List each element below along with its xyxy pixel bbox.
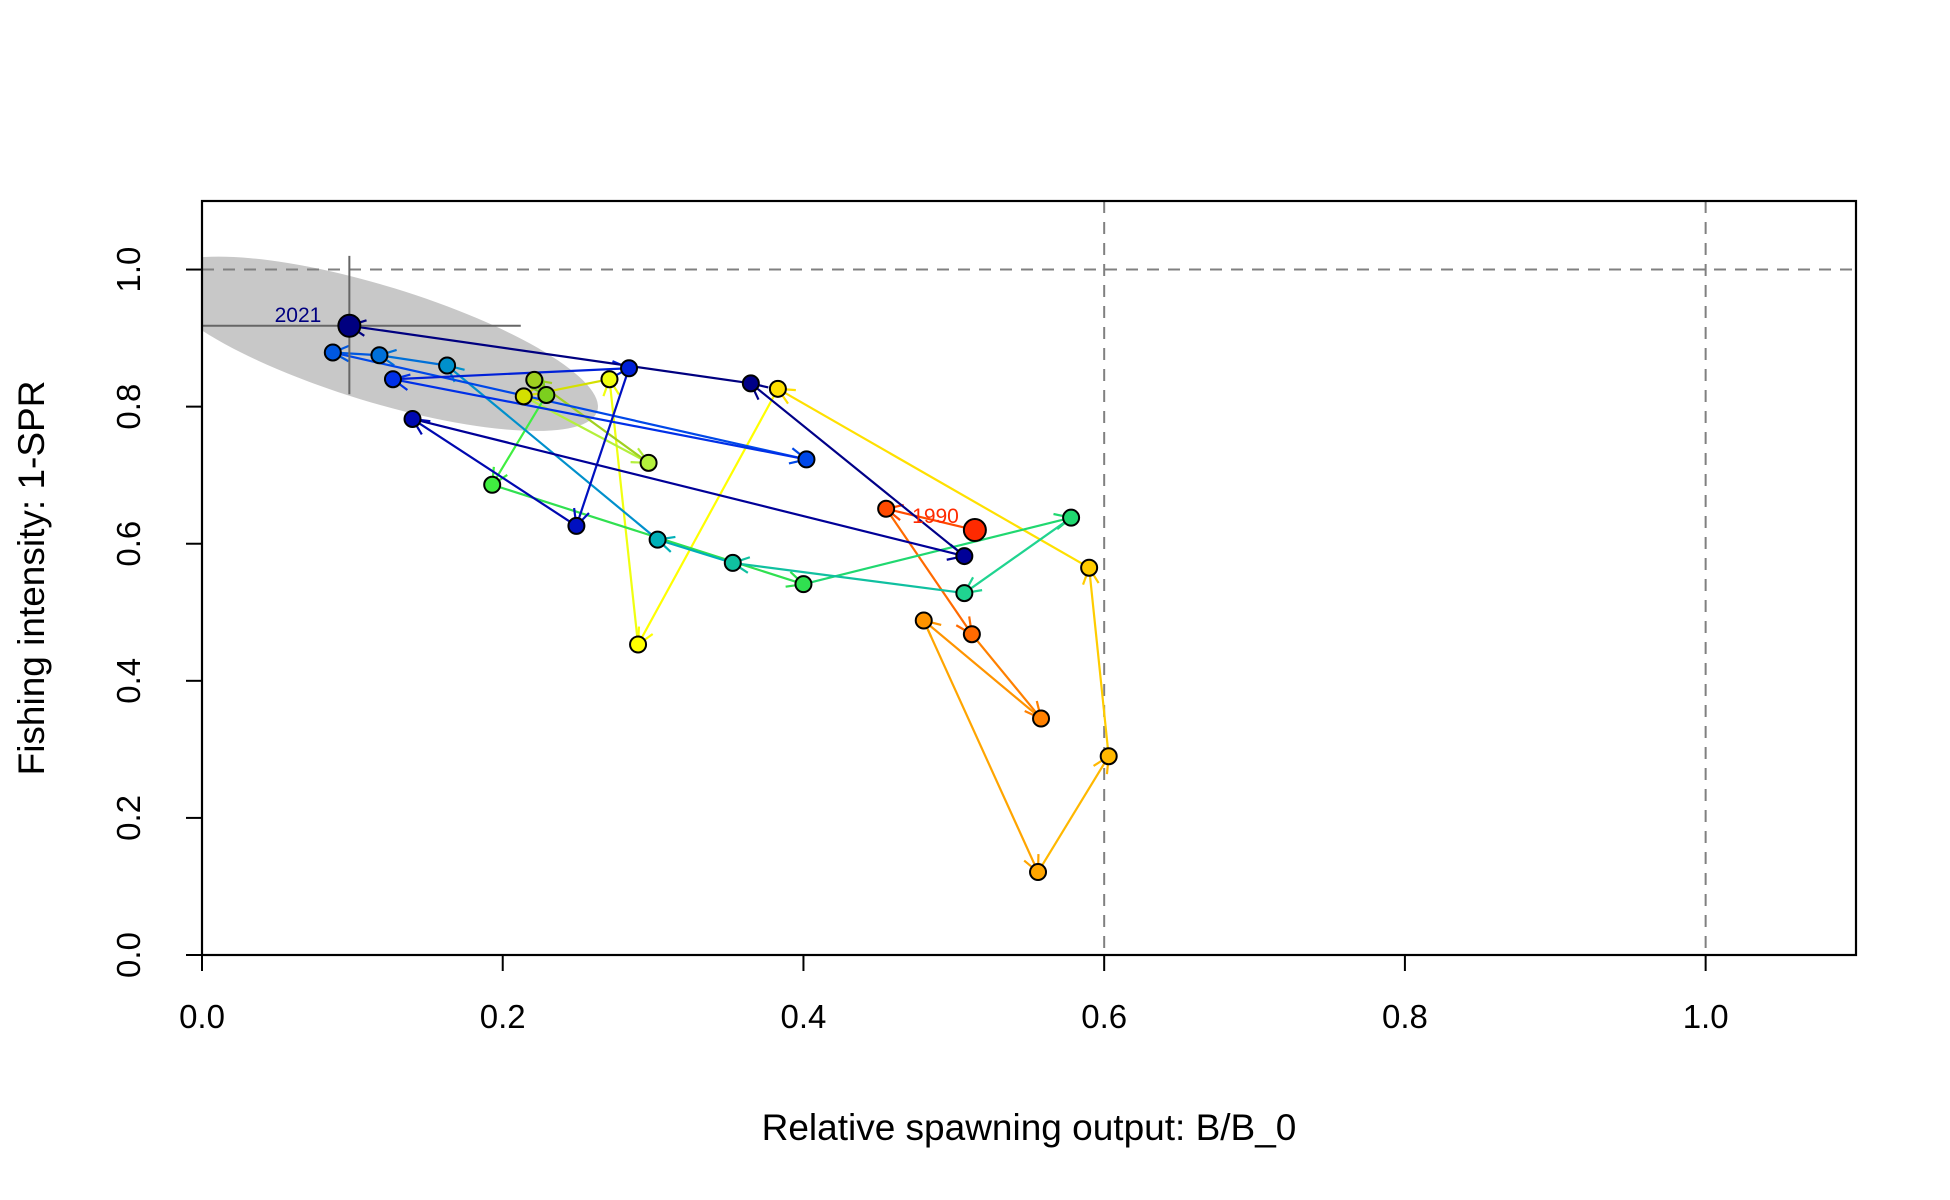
end-year-point [337, 313, 362, 338]
trajectory-segment [963, 516, 1072, 594]
trajectory-segment [491, 483, 804, 586]
trajectory-segment [575, 367, 631, 527]
end-year-label: 2021 [275, 304, 322, 327]
trajectory-point [567, 516, 586, 535]
trajectory-point [537, 385, 556, 404]
trajectory-point [962, 625, 981, 644]
year-labels: 1990 2021 [275, 304, 959, 528]
trajectory-arrows [330, 319, 1111, 875]
trajectory-point [1029, 863, 1048, 882]
trajectory-point [955, 584, 974, 603]
trajectory-segment [750, 382, 966, 557]
trajectory-segment [349, 324, 751, 385]
trajectory-segment [412, 417, 965, 558]
x-tick-label: 1.0 [1683, 998, 1729, 1035]
trajectory-segment [803, 516, 1072, 586]
trajectory-point [794, 575, 813, 594]
trajectory-segment [657, 538, 734, 564]
start-year-label: 1990 [912, 505, 959, 528]
y-tick-label: 0.2 [110, 795, 147, 841]
trajectory-segment [1037, 755, 1110, 873]
trajectory-segment [411, 418, 578, 527]
trajectory-point [914, 611, 933, 630]
trajectory-point [955, 547, 974, 566]
x-tick-label: 0.2 [480, 998, 526, 1035]
trajectory-point [403, 409, 422, 428]
trajectory-point [383, 370, 402, 389]
trajectory-point [525, 370, 544, 389]
x-tick-label: 0.0 [179, 998, 225, 1035]
trajectory-segment [332, 351, 807, 461]
trajectory-segment [971, 633, 1042, 720]
trajectory-segment [637, 388, 779, 646]
x-tick-label: 0.8 [1382, 998, 1428, 1035]
trajectory-point [1032, 709, 1051, 728]
trajectory-segment [491, 394, 548, 486]
trajectory-segment [392, 367, 630, 381]
trajectory-point [514, 387, 533, 406]
trajectory-segment [885, 507, 976, 532]
trajectory-point [629, 635, 648, 654]
x-axis: 0.0 0.2 0.4 0.6 0.8 1.0 [179, 954, 1729, 1035]
x-axis-label: Relative spawning output: B/B_0 [762, 1107, 1297, 1148]
trajectory-point [323, 343, 342, 362]
trajectory-point [1099, 747, 1118, 766]
trajectory-point [483, 475, 502, 494]
trajectory-point [797, 450, 816, 469]
trajectory-segment [446, 364, 659, 541]
y-tick-label: 1.0 [110, 247, 147, 293]
trajectory-segment [885, 508, 973, 635]
reference-lines [202, 201, 1856, 955]
trajectory-point [768, 379, 787, 398]
y-axis-label: Fishing intensity: 1-SPR [11, 381, 52, 776]
trajectory-point [370, 346, 389, 365]
trajectory-segment [379, 354, 448, 367]
trajectory-segment [922, 620, 1040, 873]
x-tick-label: 0.6 [1081, 998, 1127, 1035]
y-tick-label: 0.0 [110, 932, 147, 978]
trajectory-segment [777, 387, 1090, 569]
start-year-point [962, 518, 987, 543]
trajectory-points [323, 313, 1118, 882]
trajectory-point [438, 356, 457, 375]
x-tick-label: 0.4 [781, 998, 827, 1035]
trajectory-point [648, 530, 667, 549]
y-tick-label: 0.4 [110, 658, 147, 704]
y-tick-label: 0.6 [110, 521, 147, 567]
trajectory-point [620, 359, 639, 378]
trajectory-segment [1088, 567, 1110, 757]
trajectory-segment [523, 395, 650, 464]
trajectory-point [723, 553, 742, 572]
y-tick-label: 0.8 [110, 384, 147, 430]
trajectory-point [600, 370, 619, 389]
y-axis: 0.0 0.2 0.4 0.6 0.8 1.0 [110, 247, 203, 978]
trajectory-point [877, 499, 896, 518]
trajectory-point [1062, 508, 1081, 527]
trajectory-segment [392, 378, 807, 461]
trajectory-point [741, 374, 760, 393]
trajectory-segment [923, 619, 1042, 720]
trajectory-point [639, 453, 658, 472]
trajectory-point [1080, 558, 1099, 577]
trajectory-segment [732, 561, 965, 595]
